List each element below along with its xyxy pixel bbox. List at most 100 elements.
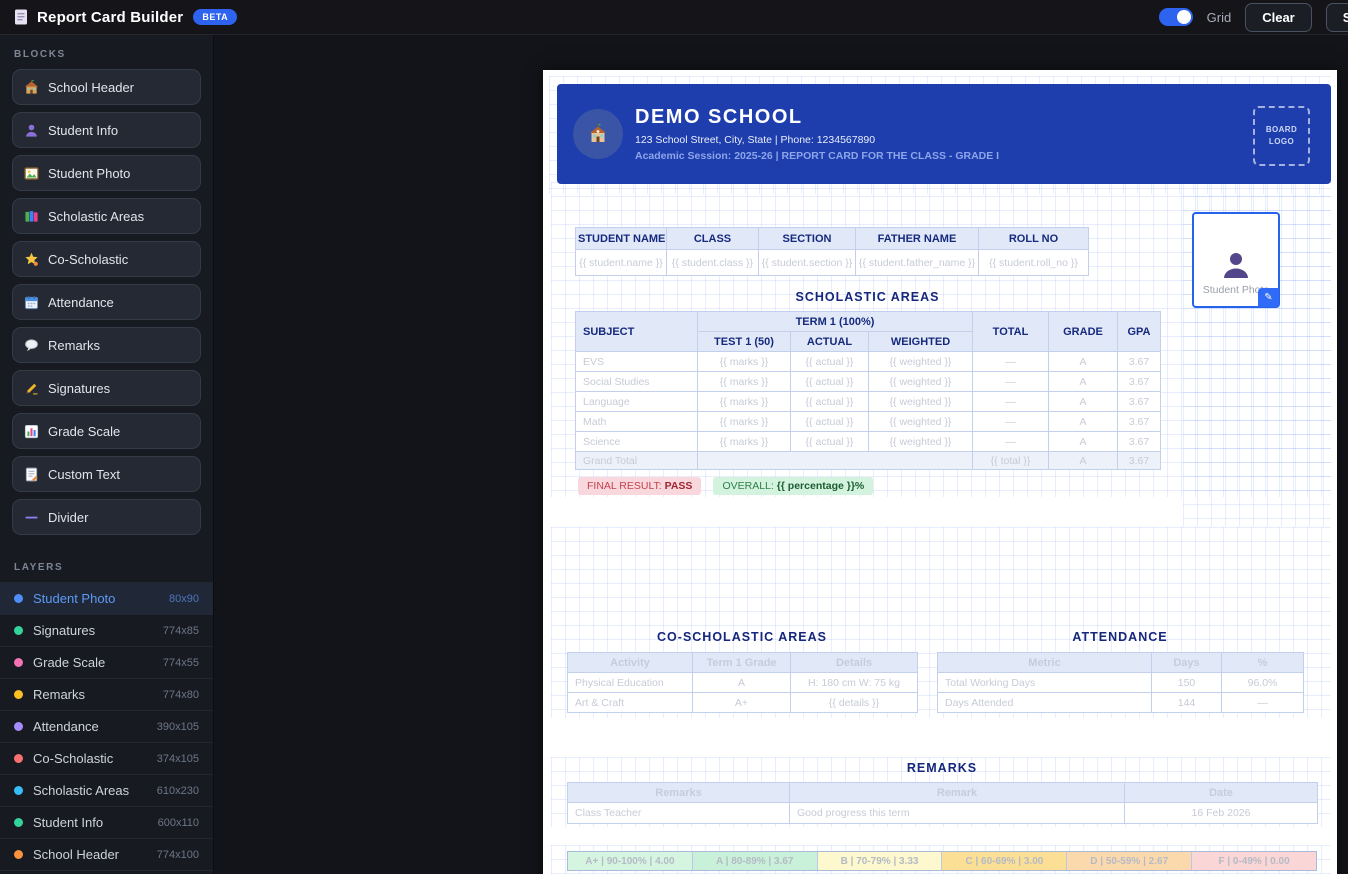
table-cell: {{ weighted }} <box>868 411 973 432</box>
block-item-attendance[interactable]: Attendance <box>12 284 201 320</box>
scholastic-table[interactable]: SUBJECT TERM 1 (100%) TOTAL GRADE GPA TE… <box>575 311 1161 470</box>
column-header: GPA <box>1117 311 1161 352</box>
block-item-student-photo[interactable]: Student Photo <box>12 155 201 191</box>
canvas[interactable]: DEMO SCHOOL 123 School Street, City, Sta… <box>213 34 1348 874</box>
block-item-remarks[interactable]: Remarks <box>12 327 201 363</box>
layer-color-dot <box>14 626 23 635</box>
column-header: Metric <box>937 652 1152 673</box>
column-header: STUDENT NAME <box>575 227 667 250</box>
app-document-icon <box>14 9 28 25</box>
block-item-label: Divider <box>48 509 89 525</box>
books-icon <box>24 209 39 224</box>
block-item-divider[interactable]: Divider <box>12 499 201 535</box>
layer-item-student-photo[interactable]: Student Photo 80x90 <box>0 582 213 614</box>
table-row: Days Attended 144 — <box>937 692 1304 713</box>
pen-icon <box>24 381 39 396</box>
table-cell: A <box>1048 391 1118 412</box>
column-header: CLASS <box>666 227 759 250</box>
table-cell: {{ marks }} <box>697 391 791 412</box>
layer-size: 600x110 <box>157 816 199 829</box>
grade-scale-strip[interactable]: A+ | 90-100% | 4.00 A | 80-89% | 3.67 B … <box>567 851 1317 871</box>
attendance-title: ATTENDANCE <box>1072 630 1168 644</box>
board-logo-placeholder: BOARD LOGO <box>1253 106 1310 166</box>
block-item-custom-text[interactable]: Custom Text <box>12 456 201 492</box>
academic-session-line: Academic Session: 2025-26 | REPORT CARD … <box>635 150 1000 162</box>
block-item-label: Custom Text <box>48 466 121 482</box>
block-item-grade-scale[interactable]: Grade Scale <box>12 413 201 449</box>
column-header: GRADE <box>1048 311 1118 352</box>
table-cell: 96.0% <box>1221 672 1304 693</box>
layer-item-grade-scale[interactable]: Grade Scale 774x55 <box>0 646 213 678</box>
grade-scale-cell: A+ | 90-100% | 4.00 <box>568 852 693 870</box>
block-item-label: Scholastic Areas <box>48 208 145 224</box>
table-cell: Grand Total <box>575 451 698 470</box>
layer-size: 374x105 <box>156 752 199 765</box>
layer-color-dot <box>14 690 23 699</box>
layer-color-dot <box>14 722 23 731</box>
layer-item-student-info[interactable]: Student Info 600x110 <box>0 806 213 838</box>
table-cell: {{ student.father_name }} <box>855 249 979 276</box>
edit-photo-button[interactable]: ✎ <box>1258 288 1279 307</box>
table-row: Language {{ marks }} {{ actual }} {{ wei… <box>575 391 1161 412</box>
table-cell: A <box>1048 351 1118 372</box>
column-header: FATHER NAME <box>855 227 979 250</box>
table-cell: Class Teacher <box>567 802 790 824</box>
table-header-row: Remarks Remark Date <box>567 782 1318 803</box>
block-item-label: Grade Scale <box>48 423 121 439</box>
text-icon <box>24 467 39 482</box>
block-item-label: Attendance <box>48 294 114 310</box>
attendance-table[interactable]: Metric Days % Total Working Days 150 96.… <box>937 652 1304 713</box>
layer-color-dot <box>14 754 23 763</box>
column-header: SECTION <box>758 227 856 250</box>
sample-button[interactable]: Sample <box>1325 2 1348 32</box>
grid-toggle[interactable] <box>1158 8 1193 26</box>
school-name: DEMO SCHOOL <box>635 106 803 128</box>
layer-item-scholastic-areas[interactable]: Scholastic Areas 610x230 <box>0 774 213 806</box>
block-item-signatures[interactable]: Signatures <box>12 370 201 406</box>
student-photo-block[interactable]: Student Photo ✎ <box>1192 212 1280 308</box>
term-group-header: TERM 1 (100%) <box>697 311 973 332</box>
co-scholastic-table[interactable]: Activity Term 1 Grade Details Physical E… <box>567 652 918 713</box>
layer-item-attendance[interactable]: Attendance 390x105 <box>0 710 213 742</box>
table-cell: A <box>692 672 791 693</box>
student-info-table[interactable]: STUDENT NAME CLASS SECTION FATHER NAME R… <box>575 227 1089 276</box>
layer-item-school-header[interactable]: School Header 774x100 <box>0 838 213 871</box>
table-cell: {{ marks }} <box>697 431 791 452</box>
grade-scale-cell: D | 50-59% | 2.67 <box>1067 852 1193 870</box>
block-item-co-scholastic[interactable]: Co-Scholastic <box>12 241 201 277</box>
remarks-table[interactable]: Remarks Remark Date Class Teacher Good p… <box>567 782 1318 824</box>
table-cell: 3.67 <box>1117 351 1161 372</box>
table-cell: A <box>1048 411 1118 432</box>
layer-name: Scholastic Areas <box>33 783 130 798</box>
block-item-scholastic-areas[interactable]: Scholastic Areas <box>12 198 201 234</box>
grade-scale-cell: A | 80-89% | 3.67 <box>692 852 818 870</box>
block-item-label: Remarks <box>48 337 101 353</box>
table-cell: A+ <box>692 692 791 713</box>
layer-item-co-scholastic[interactable]: Co-Scholastic 374x105 <box>0 742 213 774</box>
block-item-student-info[interactable]: Student Info <box>12 112 201 148</box>
layer-item-remarks[interactable]: Remarks 774x80 <box>0 678 213 710</box>
table-cell: {{ marks }} <box>697 351 791 372</box>
app-title: Report Card Builder <box>37 8 184 26</box>
table-cell: Math <box>575 411 698 432</box>
clear-button[interactable]: Clear <box>1245 2 1312 32</box>
remarks-title: REMARKS <box>906 761 978 775</box>
layer-color-dot <box>14 818 23 827</box>
table-cell: 3.67 <box>1117 411 1161 432</box>
block-item-school-header[interactable]: School Header <box>12 69 201 105</box>
table-cell: — <box>972 411 1049 432</box>
layer-name: School Header <box>33 847 119 862</box>
sidebar: BLOCKS School Header Student Info Studen… <box>0 34 214 874</box>
table-cell: {{ marks }} <box>697 371 791 392</box>
block-item-label: Student Photo <box>48 165 131 181</box>
table-row: Science {{ marks }} {{ actual }} {{ weig… <box>575 431 1161 452</box>
layer-name: Attendance <box>33 719 99 734</box>
table-header-row: SUBJECT TERM 1 (100%) TOTAL GRADE GPA <box>575 311 1161 352</box>
table-cell: Physical Education <box>567 672 693 693</box>
layer-size: 390x105 <box>156 720 199 733</box>
layer-item-signatures[interactable]: Signatures 774x85 <box>0 614 213 646</box>
table-cell: Good progress this term <box>789 802 1125 824</box>
column-header: Days <box>1151 652 1222 673</box>
school-header-block[interactable]: DEMO SCHOOL 123 School Street, City, Sta… <box>557 84 1331 184</box>
table-row: Physical Education A H: 180 cm W: 75 kg <box>567 672 918 693</box>
